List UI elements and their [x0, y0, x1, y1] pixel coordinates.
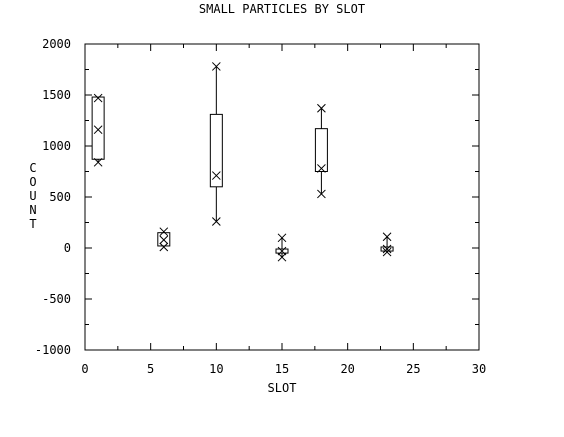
data-point-x — [382, 247, 392, 257]
y-tick-label: 0 — [64, 241, 71, 255]
data-point-x — [382, 232, 392, 242]
axes: 0 5 10 15 20 25 30 -1000 -500 0 500 1000 1500 2000 — [35, 37, 486, 376]
box-slot-15 — [275, 233, 289, 262]
x-tick-label: 10 — [209, 362, 223, 376]
box — [275, 248, 289, 254]
data-point-x — [211, 171, 221, 180]
data-point-x — [382, 244, 392, 254]
y-tick-label: 2000 — [42, 37, 71, 51]
data-point-x — [277, 252, 287, 262]
y-tick-label: 500 — [49, 190, 71, 204]
y-tick-label: -500 — [42, 292, 71, 306]
data-point-x — [211, 62, 221, 71]
data-point-x — [93, 157, 103, 167]
box — [157, 232, 171, 247]
y-axis-label-letter: T — [29, 217, 36, 231]
data-point-x — [93, 125, 103, 135]
x-tick-label: 25 — [406, 362, 420, 376]
y-tick-label: 1500 — [42, 88, 71, 102]
x-tick-label: 20 — [340, 362, 354, 376]
box — [91, 96, 105, 160]
box-slot-10 — [209, 62, 223, 226]
data-point-x — [159, 242, 169, 252]
chart-title: SMALL PARTICLES BY SLOT — [199, 2, 365, 16]
box — [380, 246, 394, 252]
x-tick-label: 30 — [472, 362, 486, 376]
chart-marks — [91, 62, 394, 262]
data-point-x — [211, 217, 221, 226]
x-tick-label: 0 — [81, 362, 88, 376]
data-point-x — [317, 189, 326, 199]
x-tick-label: 5 — [147, 362, 154, 376]
y-axis-label-letter: U — [29, 189, 36, 203]
y-axis-label-letter: N — [29, 203, 36, 217]
data-point-x — [159, 235, 169, 245]
box — [314, 128, 328, 173]
data-point-x — [317, 103, 326, 113]
data-point-x — [277, 246, 287, 256]
box-slot-23 — [380, 232, 394, 257]
x-tick-label: 15 — [275, 362, 289, 376]
box — [209, 113, 223, 188]
x-axis-label: SLOT — [268, 381, 297, 395]
y-axis-label-letter: O — [29, 175, 36, 189]
y-tick-label: 1000 — [42, 139, 71, 153]
data-point-x — [277, 233, 287, 243]
y-axis-label-letter: C — [29, 161, 36, 175]
plot-frame — [84, 43, 480, 351]
box-slot-6 — [157, 227, 171, 252]
box-slot-18 — [314, 103, 328, 199]
box-slot-1 — [91, 93, 105, 167]
data-point-x — [317, 164, 326, 173]
y-tick-label: -1000 — [35, 343, 71, 357]
data-point-x — [159, 227, 169, 237]
data-point-x — [93, 93, 103, 103]
